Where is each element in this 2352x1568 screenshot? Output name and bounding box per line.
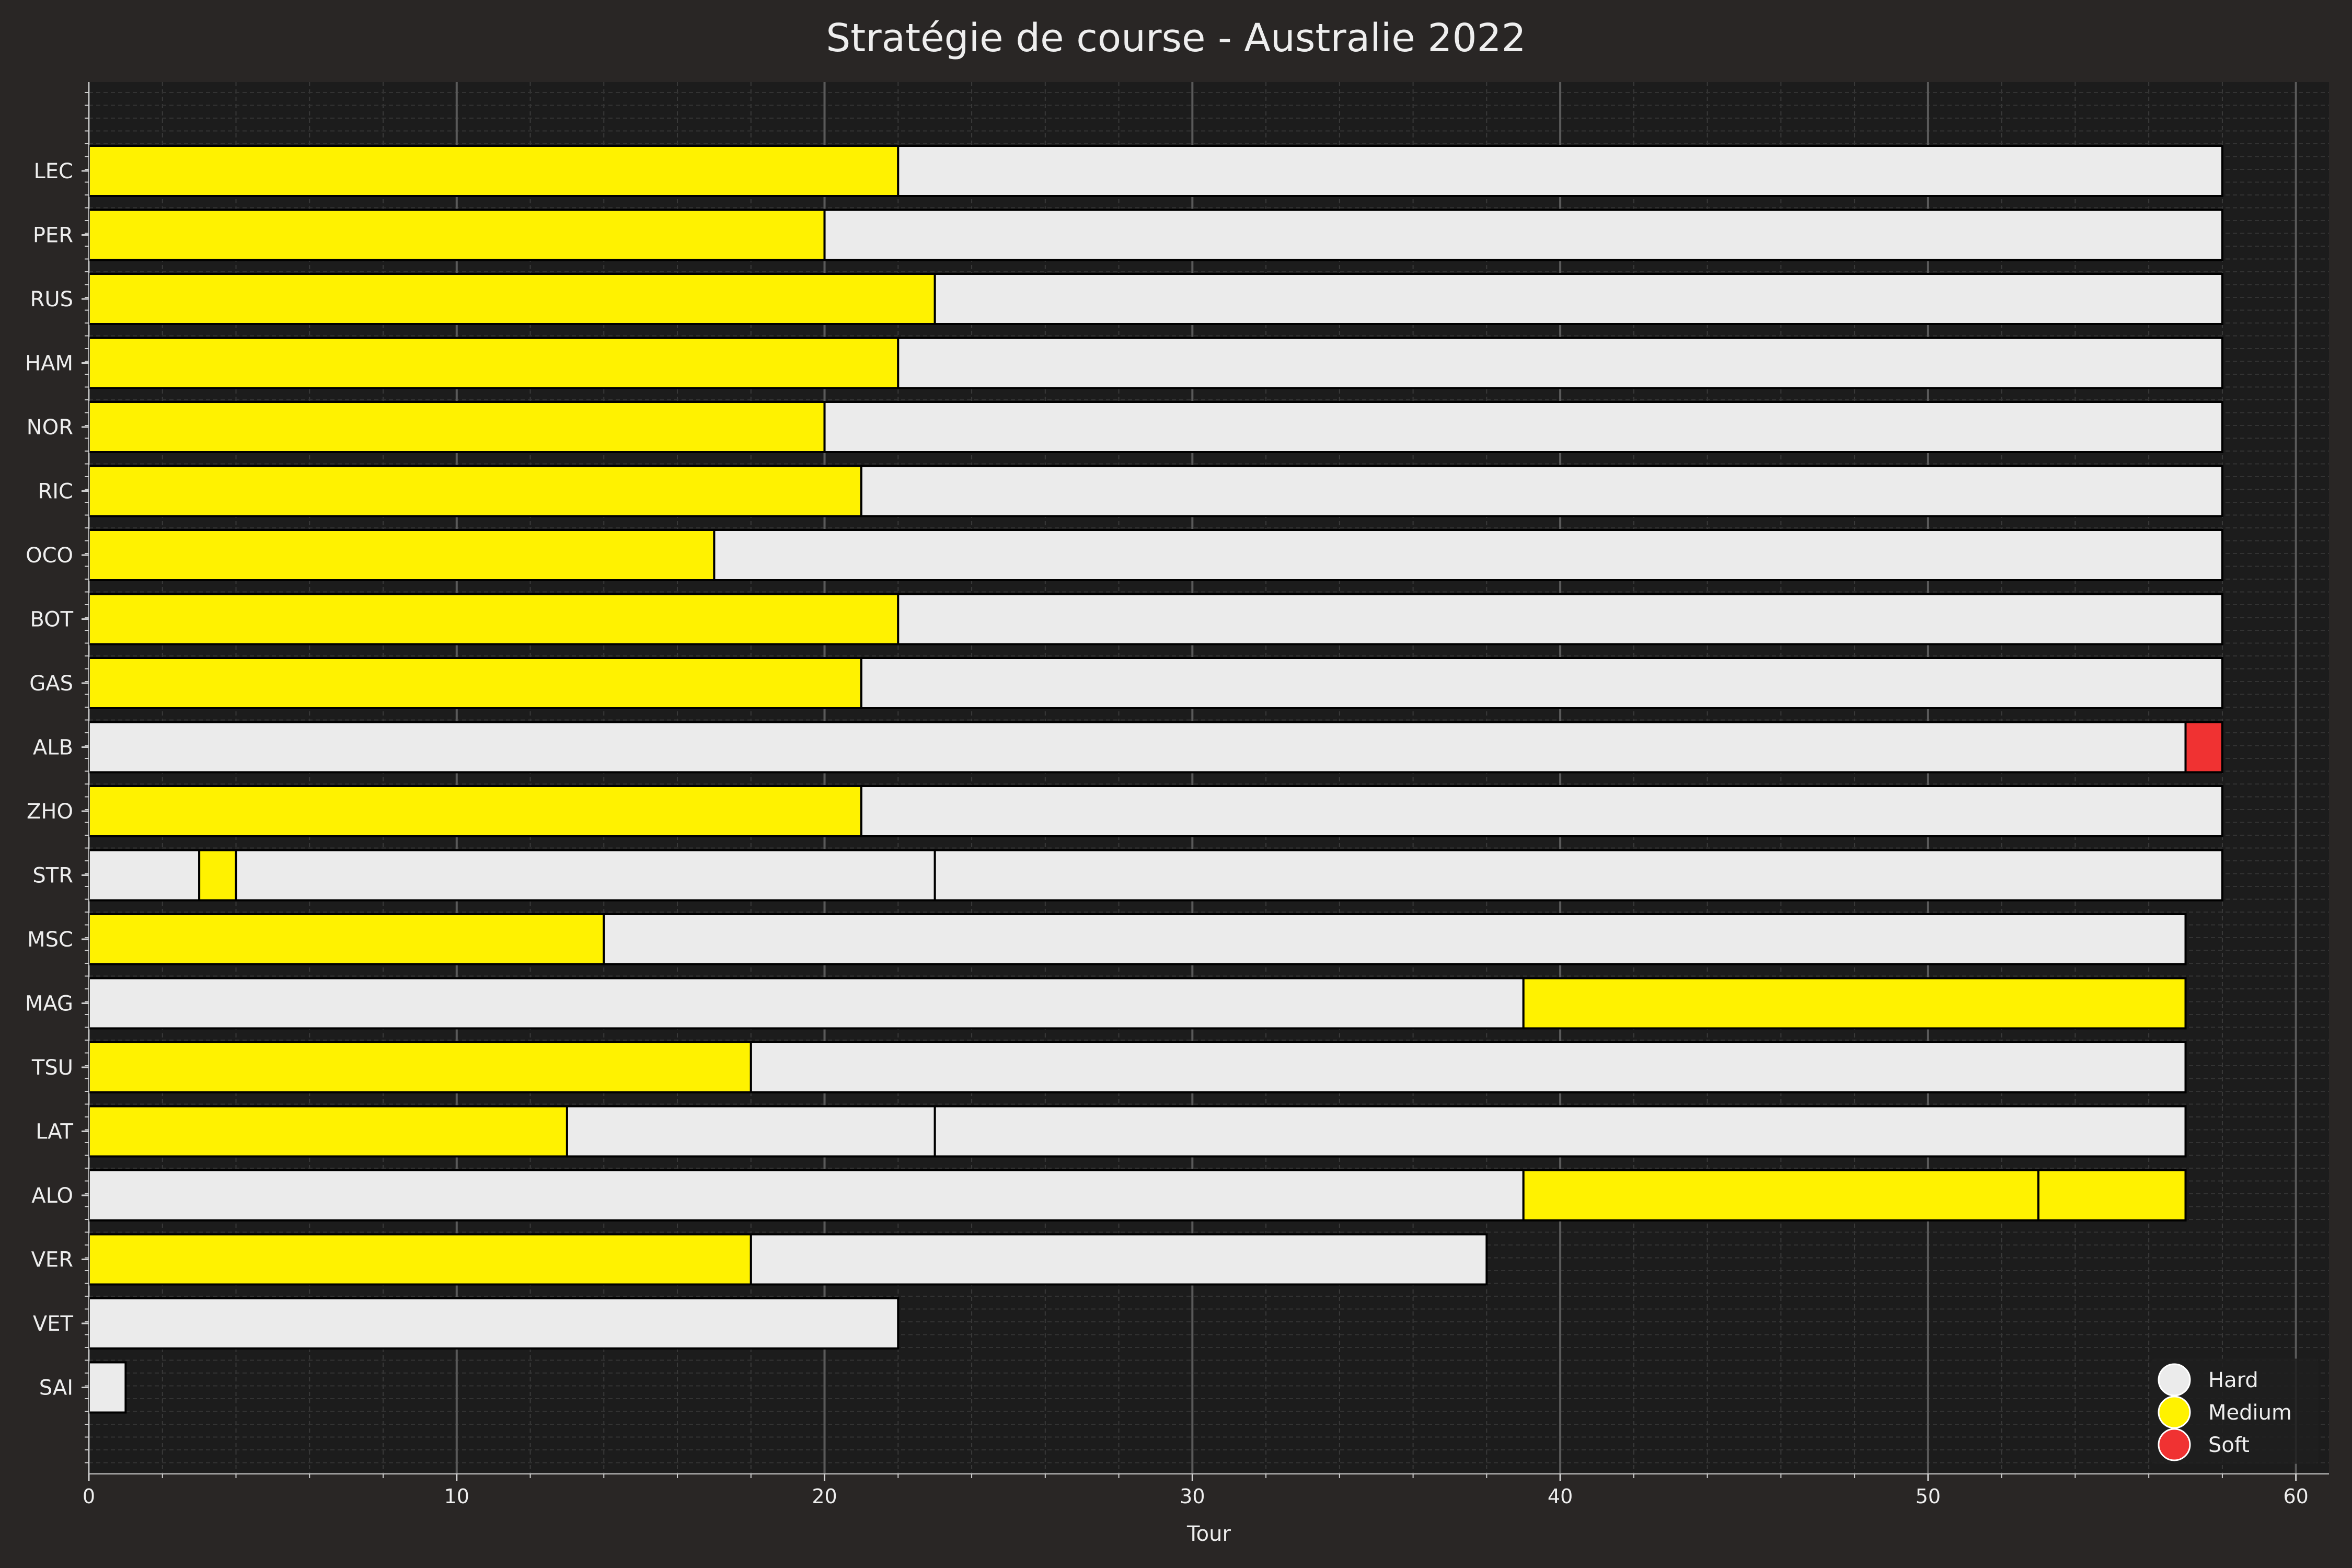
- bar-vet-hard: [88, 1297, 900, 1350]
- y-tick-label-tsu: TSU: [31, 1056, 73, 1080]
- bars: [88, 145, 2223, 1414]
- bar-rus-medium: [88, 273, 936, 325]
- x-tick-label: 60: [2283, 1485, 2308, 1508]
- legend-marker-hard: [2158, 1363, 2191, 1397]
- y-tick-label-zho: ZHO: [27, 800, 73, 824]
- x-axis-label: Tour: [1186, 1522, 1231, 1546]
- x-tick-label: 20: [812, 1485, 837, 1508]
- y-tick-label-ver: VER: [31, 1248, 73, 1272]
- legend-marker-medium: [2158, 1396, 2191, 1429]
- bar-tsu-medium: [88, 1041, 752, 1093]
- bar-oco-hard: [713, 529, 2223, 581]
- x-tick-label: 10: [444, 1485, 469, 1508]
- bar-bot-medium: [88, 593, 900, 645]
- y-tick-label-rus: RUS: [30, 287, 73, 312]
- x-tick-label: 50: [1916, 1485, 1941, 1508]
- y-tick-label-per: PER: [33, 224, 73, 248]
- y-tick-label-ric: RIC: [38, 480, 73, 504]
- bar-nor-medium: [88, 401, 826, 453]
- bar-zho-hard: [860, 785, 2223, 837]
- y-tick-label-alo: ALO: [31, 1184, 73, 1208]
- bar-lat-hard: [566, 1105, 936, 1158]
- legend: Hard Medium Soft: [2150, 1358, 2319, 1464]
- x-tick-label: 40: [1548, 1485, 1573, 1508]
- bar-zho-medium: [88, 785, 862, 837]
- bar-sai-hard: [88, 1361, 127, 1414]
- bar-msc-hard: [603, 913, 2187, 965]
- bar-str-hard: [235, 849, 936, 902]
- bar-str-hard: [933, 849, 2223, 902]
- bar-lat-hard: [933, 1105, 2187, 1158]
- legend-box: [2150, 1358, 2319, 1464]
- bar-ric-medium: [88, 465, 862, 517]
- bar-alb-soft: [2184, 721, 2223, 774]
- bar-oco-medium: [88, 529, 716, 581]
- axes: 0 10 20 30 40 50 60 LEC PER RUS HAM NOR RIC OCO BOT GAS…: [25, 82, 2329, 1508]
- y-tick-label-nor: NOR: [27, 416, 73, 440]
- bar-per-medium: [88, 209, 826, 261]
- bar-lat-medium: [88, 1105, 568, 1158]
- bar-ham-medium: [88, 337, 900, 389]
- bar-bot-hard: [897, 593, 2223, 645]
- bar-lec-hard: [897, 145, 2223, 197]
- bar-ver-hard: [750, 1233, 1488, 1286]
- chart-title: Stratégie de course - Australie 2022: [826, 16, 1526, 61]
- bar-per-hard: [823, 209, 2223, 261]
- bar-mag-medium: [1522, 977, 2187, 1030]
- bar-ver-medium: [88, 1233, 752, 1286]
- bar-alo-hard: [88, 1169, 1525, 1221]
- y-tick-label-str: STR: [32, 864, 73, 888]
- bar-ric-hard: [860, 465, 2223, 517]
- bar-lec-medium: [88, 145, 900, 197]
- bar-str-hard: [88, 849, 201, 902]
- x-tick-label: 30: [1180, 1485, 1205, 1508]
- bar-rus-hard: [933, 273, 2223, 325]
- bar-ham-hard: [897, 337, 2223, 389]
- y-tick-label-oco: OCO: [26, 544, 73, 568]
- legend-label-soft: Soft: [2208, 1433, 2250, 1457]
- y-tick-label-sai: SAI: [39, 1376, 73, 1400]
- y-tick-label-ham: HAM: [25, 352, 73, 376]
- legend-label-hard: Hard: [2208, 1368, 2258, 1392]
- legend-marker-soft: [2158, 1428, 2191, 1461]
- y-tick-label-lat: LAT: [36, 1120, 73, 1144]
- y-tick-label-mag: MAG: [25, 992, 73, 1016]
- bar-alb-hard: [88, 721, 2187, 774]
- legend-label-medium: Medium: [2208, 1401, 2292, 1425]
- bar-gas-hard: [860, 657, 2223, 709]
- bar-str-medium: [198, 849, 237, 902]
- y-tick-label-bot: BOT: [30, 608, 73, 632]
- y-tick-label-lec: LEC: [34, 159, 74, 183]
- bar-nor-hard: [823, 401, 2223, 453]
- bar-alo-medium: [1522, 1169, 2040, 1221]
- x-tick-label: 0: [83, 1485, 95, 1508]
- bar-msc-medium: [88, 913, 605, 965]
- bar-tsu-hard: [750, 1041, 2187, 1093]
- y-tick-label-gas: GAS: [29, 672, 73, 696]
- bar-mag-hard: [88, 977, 1525, 1030]
- bar-gas-medium: [88, 657, 862, 709]
- bar-alo-medium: [2037, 1169, 2187, 1221]
- y-tick-label-msc: MSC: [27, 928, 73, 952]
- y-tick-label-vet: VET: [33, 1312, 74, 1336]
- y-tick-label-alb: ALB: [33, 736, 73, 760]
